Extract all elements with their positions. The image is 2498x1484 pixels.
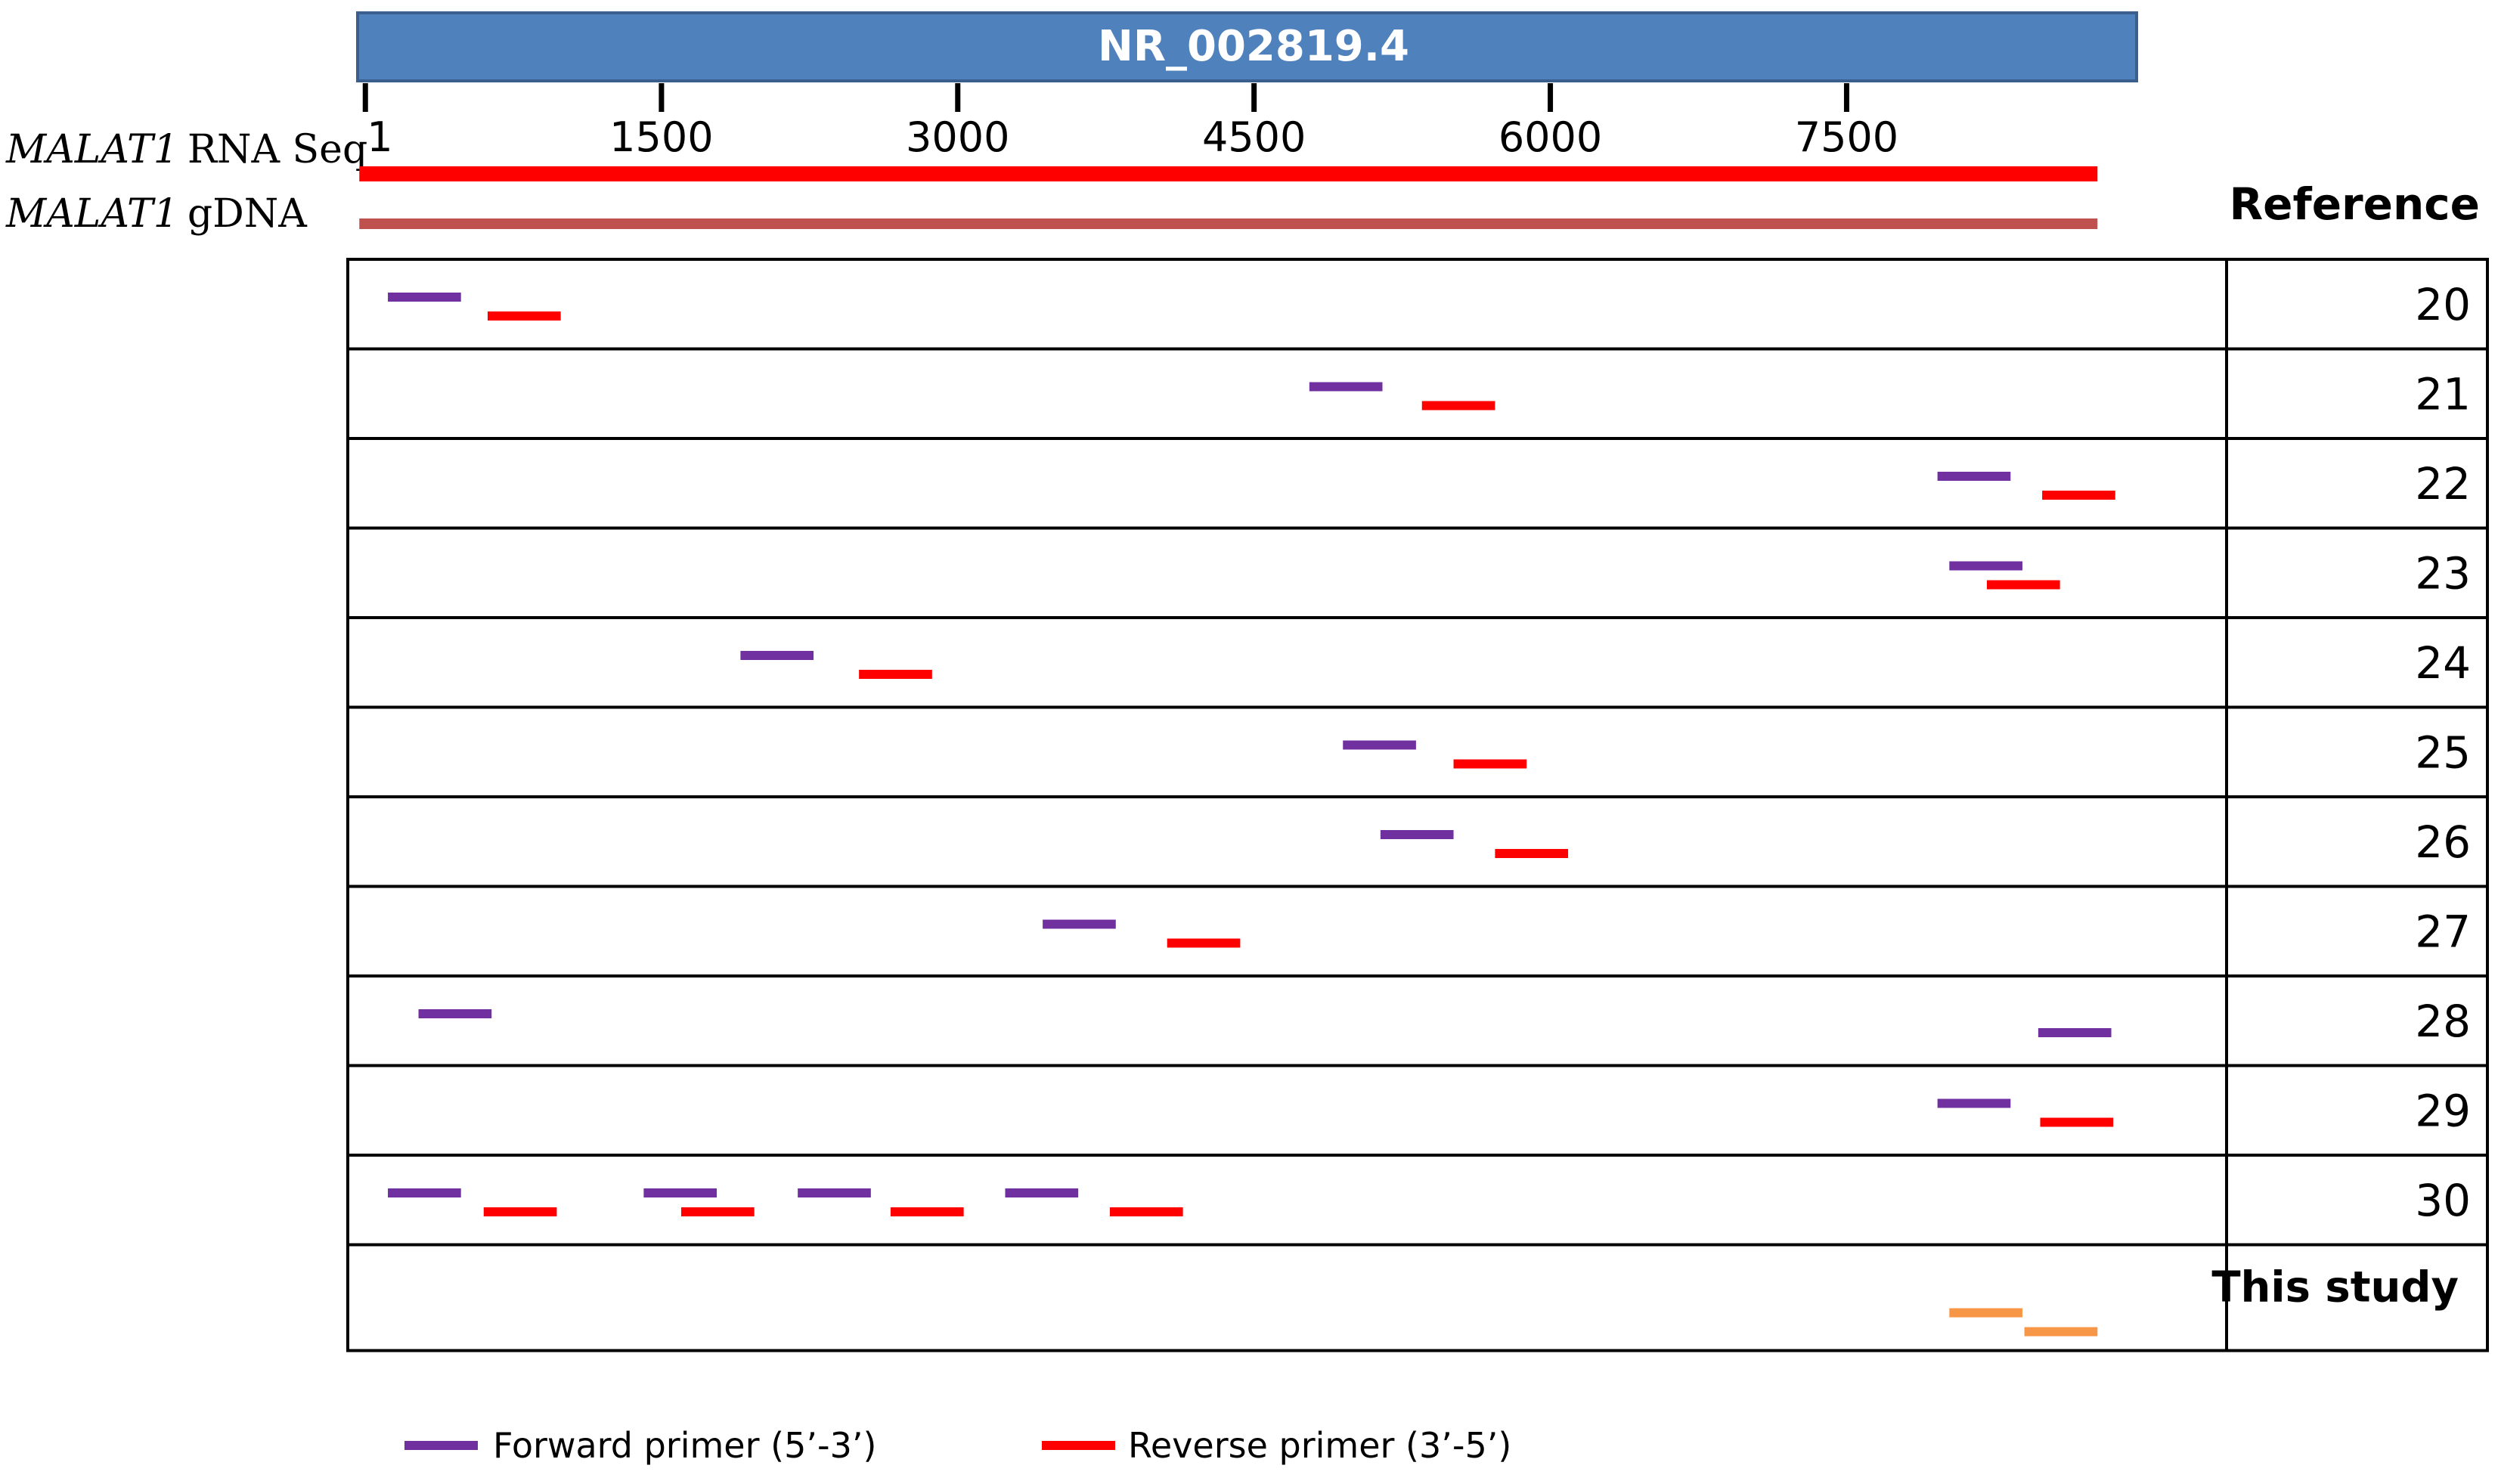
coordinate-axis: 1 1500 3000 4500 6000 7500 — [362, 83, 1898, 161]
primer-table: 20 21 22 23 24 25 26 27 28 29 30 This study — [346, 258, 2489, 1352]
reference-label: 23 — [2415, 548, 2471, 599]
axis-tick-label: 7500 — [1795, 113, 1898, 161]
accession-label: NR_002819.4 — [1098, 22, 1409, 71]
accession-bar — [356, 11, 2138, 82]
legend-reverse-label: Reverse primer (3’-5’) — [1128, 1425, 1511, 1466]
reference-label: 20 — [2415, 279, 2471, 330]
reference-label: 30 — [2415, 1175, 2471, 1226]
axis-tick-label: 4500 — [1202, 113, 1306, 161]
reference-label: 21 — [2415, 369, 2471, 420]
legend: Forward primer (5’-3’) Reverse primer (3… — [404, 1425, 1511, 1466]
reference-label: 24 — [2415, 637, 2471, 689]
table-border — [346, 258, 2489, 1352]
reference-label: This study — [2211, 1263, 2459, 1312]
reference-header: Reference — [2229, 178, 2480, 230]
axis-tick-label: 3000 — [906, 113, 1009, 161]
gdna-track-label: MALAT1 gDNA — [5, 191, 308, 237]
reference-label: 26 — [2415, 816, 2471, 868]
gdna-gene-name: MALAT1 — [5, 191, 178, 237]
axis-tick-label: 1 — [367, 113, 392, 161]
reference-label: 22 — [2415, 458, 2471, 510]
reference-label: 28 — [2415, 996, 2471, 1047]
rna-seq-track-label: MALAT1 RNA Seq — [5, 127, 367, 172]
axis-tick-label: 6000 — [1498, 113, 1602, 161]
reference-label: 29 — [2415, 1086, 2471, 1137]
reference-label: 25 — [2415, 727, 2471, 779]
rna-track-label: RNA Seq — [188, 127, 367, 172]
rna-gene-name: MALAT1 — [5, 127, 178, 172]
legend-forward-label: Forward primer (5’-3’) — [493, 1425, 876, 1466]
reference-label: 27 — [2415, 906, 2471, 958]
axis-tick-label: 1500 — [609, 113, 713, 161]
gdna-track-label-text: gDNA — [188, 191, 308, 237]
